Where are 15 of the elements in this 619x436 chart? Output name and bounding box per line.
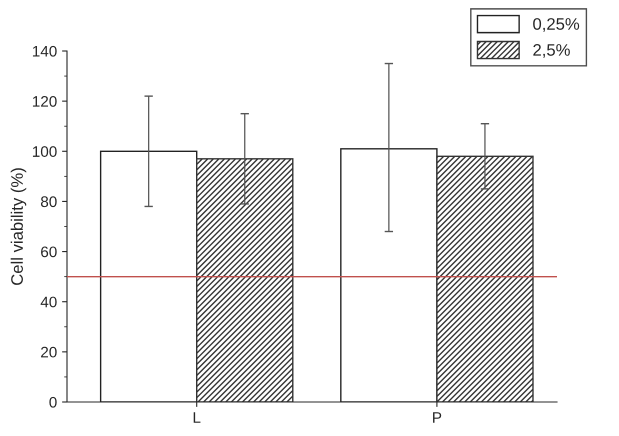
legend-label: 2,5% <box>533 44 570 58</box>
y-tick-label: 100 <box>32 146 57 157</box>
bar <box>436 156 534 402</box>
y-tick-label: 140 <box>32 46 57 57</box>
y-tick-label: 20 <box>41 346 57 358</box>
y-tick-label: 120 <box>32 96 57 107</box>
x-tick-label: P <box>433 412 442 423</box>
legend-label: 0,25% <box>533 18 580 32</box>
x-tick-label: L <box>194 412 200 423</box>
bar <box>196 158 294 402</box>
y-tick-label: 60 <box>41 246 57 258</box>
y-tick-label: 0 <box>49 396 57 408</box>
y-axis-title: Cell viability (%) <box>10 168 26 285</box>
y-tick-label: 40 <box>40 296 57 308</box>
y-tick-label: 80 <box>40 196 57 208</box>
